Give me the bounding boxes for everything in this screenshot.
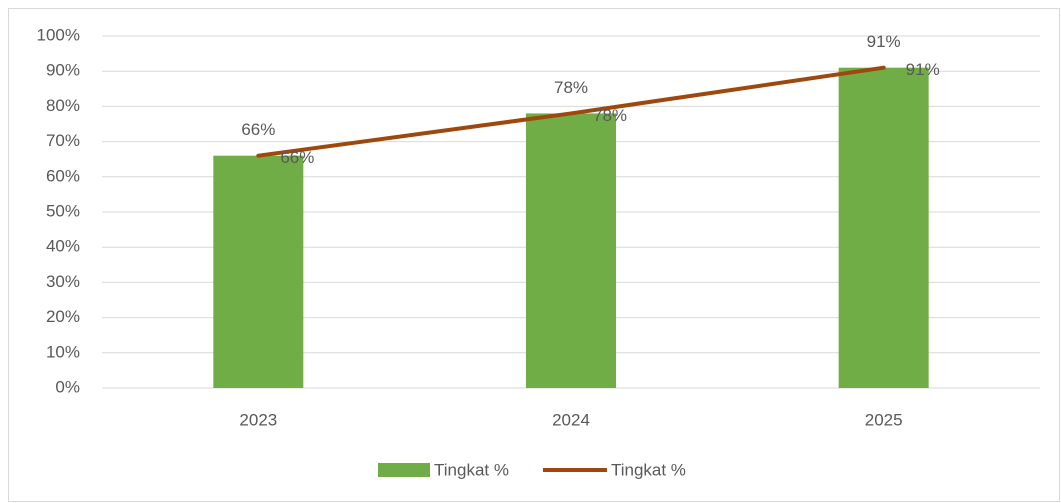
line-value-label: 78% xyxy=(593,106,627,125)
line xyxy=(256,65,886,158)
legend-label: Tingkat % xyxy=(611,460,686,479)
y-tick-label: 30% xyxy=(46,272,80,291)
line-value-label: 66% xyxy=(280,148,314,167)
bar-value-label: 78% xyxy=(554,78,588,97)
y-tick-label: 20% xyxy=(46,307,80,326)
legend-label: Tingkat % xyxy=(434,460,509,479)
y-tick-label: 50% xyxy=(46,201,80,220)
line-value-label: 91% xyxy=(906,60,940,79)
y-tick-label: 90% xyxy=(46,61,80,80)
y-tick-label: 70% xyxy=(46,131,80,150)
bar xyxy=(838,67,929,389)
bar-value-label: 66% xyxy=(241,120,275,139)
y-tick-label: 0% xyxy=(55,377,80,396)
x-tick-label: 2023 xyxy=(239,410,277,429)
y-tick-label: 100% xyxy=(37,25,80,44)
y-tick-label: 10% xyxy=(46,342,80,361)
x-tick-label: 2024 xyxy=(552,410,590,429)
bar xyxy=(213,155,304,388)
bar xyxy=(526,113,616,388)
bar-value-label: 91% xyxy=(867,32,901,51)
legend-swatch xyxy=(378,463,430,477)
x-tick-label: 2025 xyxy=(865,410,903,429)
y-tick-label: 80% xyxy=(46,96,80,115)
y-tick-label: 40% xyxy=(46,237,80,256)
y-tick-label: 60% xyxy=(46,166,80,185)
